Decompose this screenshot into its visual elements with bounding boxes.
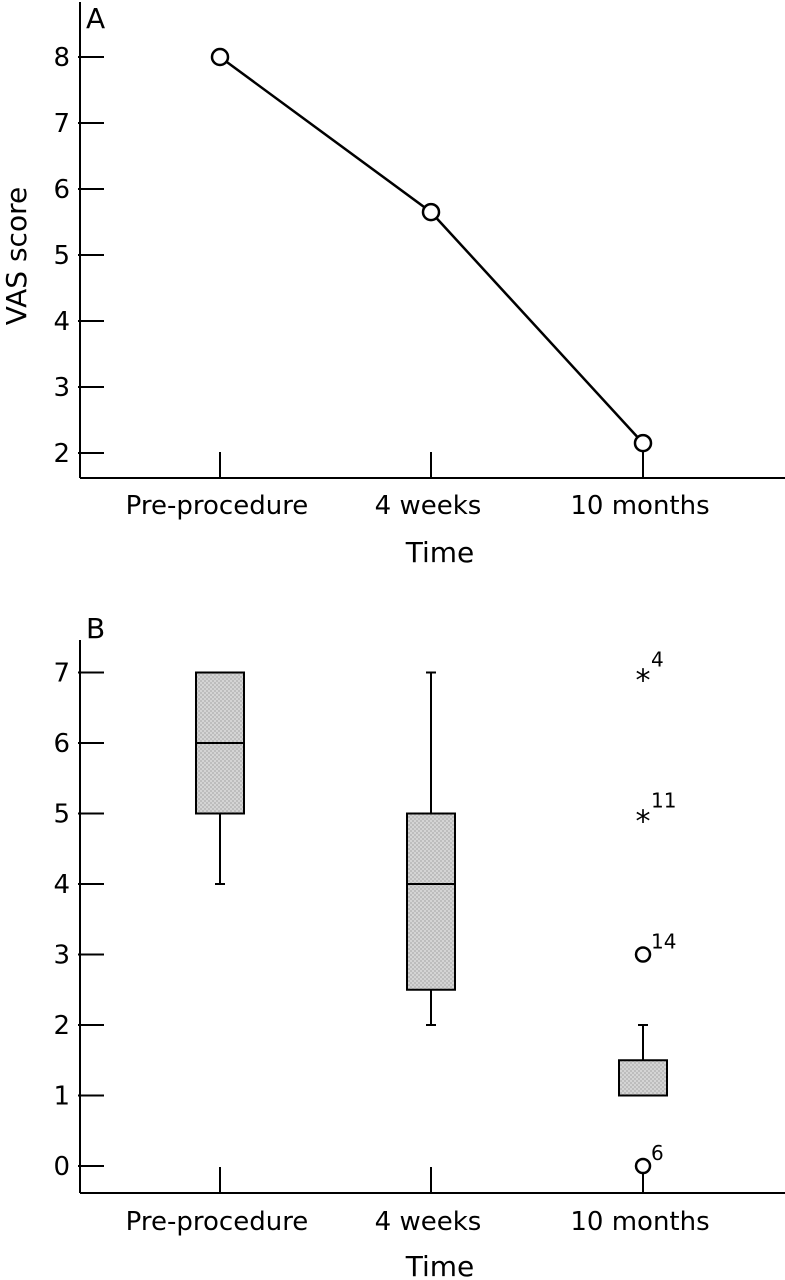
panel-b-y-tick-label: 5 [53, 800, 70, 830]
outlier-case-label: 6 [651, 1141, 664, 1165]
panel-b-x-ticks: Pre-procedure 4 weeks 10 months [126, 1167, 710, 1237]
panel-a-y-tick-label: 6 [53, 175, 70, 205]
panel-a-series [210, 47, 653, 453]
panel-b-axes [79, 640, 785, 1194]
panel-b-x-tick-label: Pre-procedure [126, 1207, 309, 1237]
panel-b-x-axis-title: Time [405, 1250, 475, 1280]
panel-a-x-axis-title: Time [405, 536, 475, 569]
panel-b-box-1 [195, 671, 245, 885]
panel-b-y-tick-label: 0 [53, 1152, 70, 1182]
box-iqr [406, 812, 456, 991]
panel-a-x-ticks: Pre-procedure 4 weeks 10 months [126, 452, 710, 521]
panel-b-y-ticks: 0 1 2 3 4 5 6 7 [53, 659, 104, 1182]
outlier-circle-marker [634, 946, 652, 963]
panel-a-chart: A VAS score Time Pre-procedure 4 weeks 10 … [0, 2, 785, 569]
panel-b-outlier: 6 [634, 1141, 664, 1175]
panel-b-y-tick-label: 2 [53, 1011, 70, 1041]
panel-b-label: B [86, 612, 105, 645]
panel-b-outlier: 14 [634, 930, 676, 963]
panel-a-x-tick-label: 10 months [570, 491, 709, 521]
outlier-circle-marker [634, 1157, 652, 1175]
outlier-star-marker: * [636, 805, 651, 840]
panel-b-y-tick-label: 3 [53, 941, 70, 971]
outlier-case-label: 4 [651, 648, 664, 672]
panel-a-y-tick-label: 7 [53, 109, 70, 139]
panel-a-data-point [210, 47, 230, 67]
panel-a-x-tick-label: 4 weeks [375, 491, 482, 521]
panel-a-axes [79, 2, 785, 479]
panel-b-y-tick-label: 7 [53, 659, 70, 689]
panel-b-y-tick-label: 6 [53, 729, 70, 759]
panel-a-data-point [421, 202, 441, 222]
panel-a-y-ticks: 2 3 4 5 6 7 8 [53, 43, 104, 469]
panel-b-outlier: *4 [636, 648, 664, 699]
panel-a-data-point [633, 433, 653, 453]
panel-a-y-tick-label: 4 [53, 307, 70, 337]
outlier-star-marker: * [636, 664, 651, 699]
panel-a-y-tick-label: 2 [53, 439, 70, 469]
panel-b-chart: B Time Pre-procedure 4 weeks 10 months 0 1 2… [53, 612, 785, 1280]
outlier-case-label: 11 [651, 789, 676, 813]
panel-b-x-tick-label: 4 weeks [375, 1207, 482, 1237]
panel-a-series-line [219, 55, 644, 444]
panel-b-x-tick-label: 10 months [570, 1207, 709, 1237]
panel-a-y-tick-label: 3 [53, 373, 70, 403]
panel-b-boxes [195, 671, 668, 1097]
panel-a-x-tick-label: Pre-procedure [126, 491, 309, 521]
box-iqr [618, 1059, 668, 1097]
panel-a-y-tick-label: 8 [53, 43, 70, 73]
panel-a-y-tick-label: 5 [53, 241, 70, 271]
panel-a-y-axis-title: VAS score [0, 187, 33, 325]
panel-b-box-2 [406, 671, 456, 1026]
panel-b-outlier: *11 [636, 789, 677, 840]
panel-a-label: A [86, 2, 105, 35]
panel-b-y-tick-label: 4 [53, 870, 70, 900]
outlier-case-label: 14 [651, 930, 676, 954]
panel-b-y-tick-label: 1 [53, 1082, 70, 1112]
panel-b-box-3 [618, 1024, 668, 1097]
